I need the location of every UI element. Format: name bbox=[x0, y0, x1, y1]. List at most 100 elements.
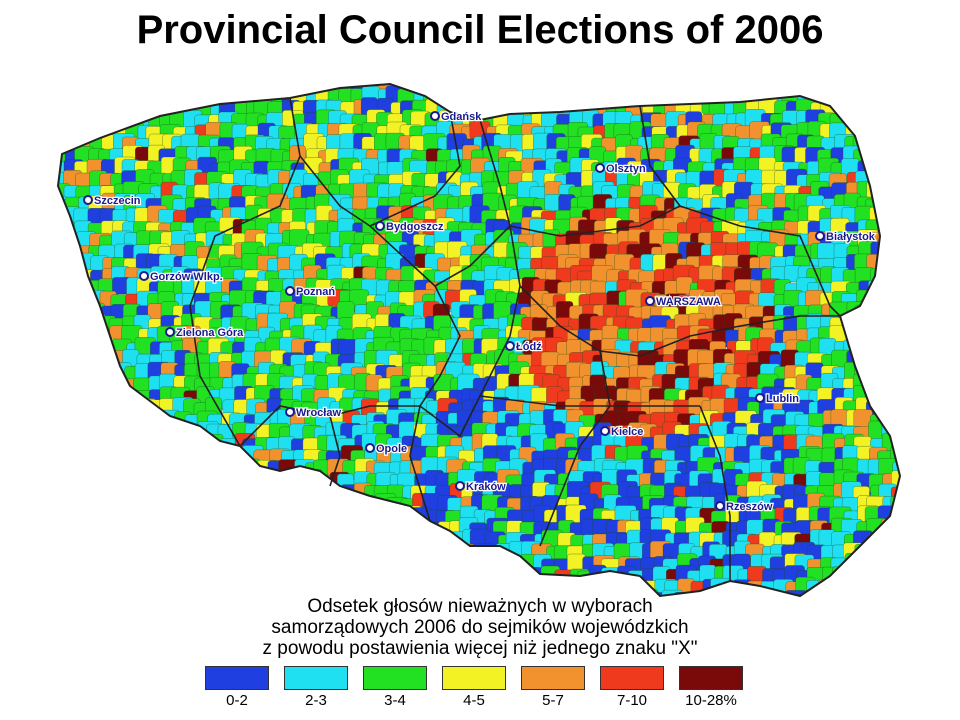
municipality-cell bbox=[688, 84, 711, 99]
municipality-cell bbox=[205, 85, 226, 104]
municipality-cell bbox=[903, 194, 920, 213]
municipality-cell bbox=[110, 495, 131, 518]
municipality-cell bbox=[302, 522, 320, 539]
municipality-cell bbox=[496, 90, 513, 112]
municipality-cell bbox=[905, 451, 920, 470]
municipality-cell bbox=[218, 482, 236, 503]
municipality-cell bbox=[161, 533, 181, 551]
municipality-cell bbox=[66, 90, 85, 108]
city-marker bbox=[815, 231, 825, 241]
municipality-cell bbox=[567, 87, 588, 109]
municipality-cell bbox=[58, 567, 67, 588]
municipality-cell bbox=[855, 349, 876, 368]
municipality-cell bbox=[78, 497, 100, 515]
municipality-cell bbox=[906, 269, 920, 286]
municipality-cell bbox=[546, 88, 565, 110]
municipality-cell bbox=[160, 437, 179, 457]
municipality-cell bbox=[877, 354, 900, 376]
municipality-cell bbox=[172, 553, 190, 575]
municipality-cell bbox=[77, 545, 98, 567]
municipality-cell bbox=[402, 545, 420, 564]
municipality-cell bbox=[99, 578, 120, 596]
municipality-cell bbox=[63, 518, 82, 536]
municipality-cell bbox=[133, 495, 152, 514]
municipality-cell bbox=[917, 581, 920, 599]
city-label: Kraków bbox=[466, 481, 506, 493]
municipality-cell bbox=[135, 606, 153, 616]
municipality-cell bbox=[315, 506, 339, 529]
municipality-cell bbox=[58, 85, 60, 104]
municipality-cell bbox=[181, 530, 200, 552]
municipality-cell bbox=[58, 229, 71, 248]
municipality-cell bbox=[471, 568, 492, 586]
municipality-cell bbox=[919, 339, 920, 357]
municipality-cell bbox=[171, 567, 189, 588]
municipality-cell bbox=[100, 591, 121, 596]
municipality-cell bbox=[366, 509, 385, 528]
municipality-cell bbox=[894, 388, 900, 407]
municipality-cell bbox=[277, 546, 295, 567]
municipality-cell bbox=[329, 493, 351, 514]
municipality-cell bbox=[255, 497, 276, 515]
municipality-cell bbox=[914, 571, 920, 588]
municipality-cell bbox=[856, 569, 878, 592]
city-label: Zielona Góra bbox=[176, 327, 244, 339]
municipality-cell bbox=[58, 426, 62, 444]
city-marker bbox=[430, 111, 440, 121]
municipality-cell bbox=[450, 84, 468, 94]
municipality-cell bbox=[902, 377, 920, 395]
municipality-cell bbox=[170, 472, 187, 491]
municipality-cell bbox=[879, 123, 897, 146]
municipality-cell bbox=[918, 350, 920, 367]
legend-swatch bbox=[600, 666, 664, 690]
municipality-cell bbox=[58, 544, 63, 564]
municipality-cell bbox=[294, 496, 315, 514]
municipality-cell bbox=[169, 84, 191, 102]
legend-item-2-3: 2-3 bbox=[284, 666, 348, 709]
municipality-cell bbox=[390, 508, 408, 529]
municipality-cell bbox=[377, 521, 397, 541]
city-label: Olsztyn bbox=[606, 163, 646, 175]
municipality-cell bbox=[204, 579, 224, 596]
municipality-cell bbox=[868, 148, 886, 169]
municipality-cell bbox=[40, 253, 54, 273]
municipality-cell bbox=[66, 350, 84, 371]
municipality-cell bbox=[918, 266, 920, 287]
municipality-cell bbox=[450, 569, 468, 589]
municipality-cell bbox=[913, 434, 920, 451]
municipality-cell bbox=[97, 373, 117, 393]
municipality-cell bbox=[269, 530, 290, 548]
municipality-cell bbox=[87, 606, 106, 616]
municipality-cell bbox=[844, 591, 862, 596]
municipality-cell bbox=[341, 558, 364, 576]
municipality-cell bbox=[906, 436, 920, 454]
municipality-cell bbox=[891, 541, 900, 561]
municipality-cell bbox=[878, 339, 899, 360]
municipality-cell bbox=[627, 570, 645, 590]
municipality-cell bbox=[386, 543, 404, 566]
legend-item-10-28: 10-28% bbox=[679, 666, 743, 709]
municipality-cell bbox=[892, 409, 900, 427]
caption-line-3: z powodu postawienia więcej niż jednego … bbox=[262, 638, 698, 659]
municipality-cell bbox=[217, 556, 236, 576]
municipality-cell bbox=[281, 505, 302, 523]
municipality-cell bbox=[891, 361, 900, 381]
municipality-cell bbox=[915, 413, 920, 434]
municipality-cell bbox=[234, 529, 253, 550]
municipality-cell bbox=[74, 409, 95, 432]
municipality-cell bbox=[354, 519, 375, 538]
municipality-cell bbox=[125, 554, 147, 577]
municipality-cell bbox=[906, 303, 920, 320]
municipality-cell bbox=[232, 483, 250, 502]
municipality-cell bbox=[327, 531, 349, 551]
municipality-cell bbox=[494, 565, 515, 585]
municipality-cell bbox=[566, 84, 586, 100]
municipality-cell bbox=[86, 372, 104, 392]
municipality-cell bbox=[76, 100, 99, 122]
municipality-cell bbox=[99, 97, 118, 116]
municipality-cell bbox=[433, 534, 454, 555]
municipality-cell bbox=[579, 84, 599, 96]
municipality-cell bbox=[833, 84, 851, 95]
municipality-cell bbox=[229, 471, 251, 492]
municipality-cell bbox=[124, 447, 144, 470]
